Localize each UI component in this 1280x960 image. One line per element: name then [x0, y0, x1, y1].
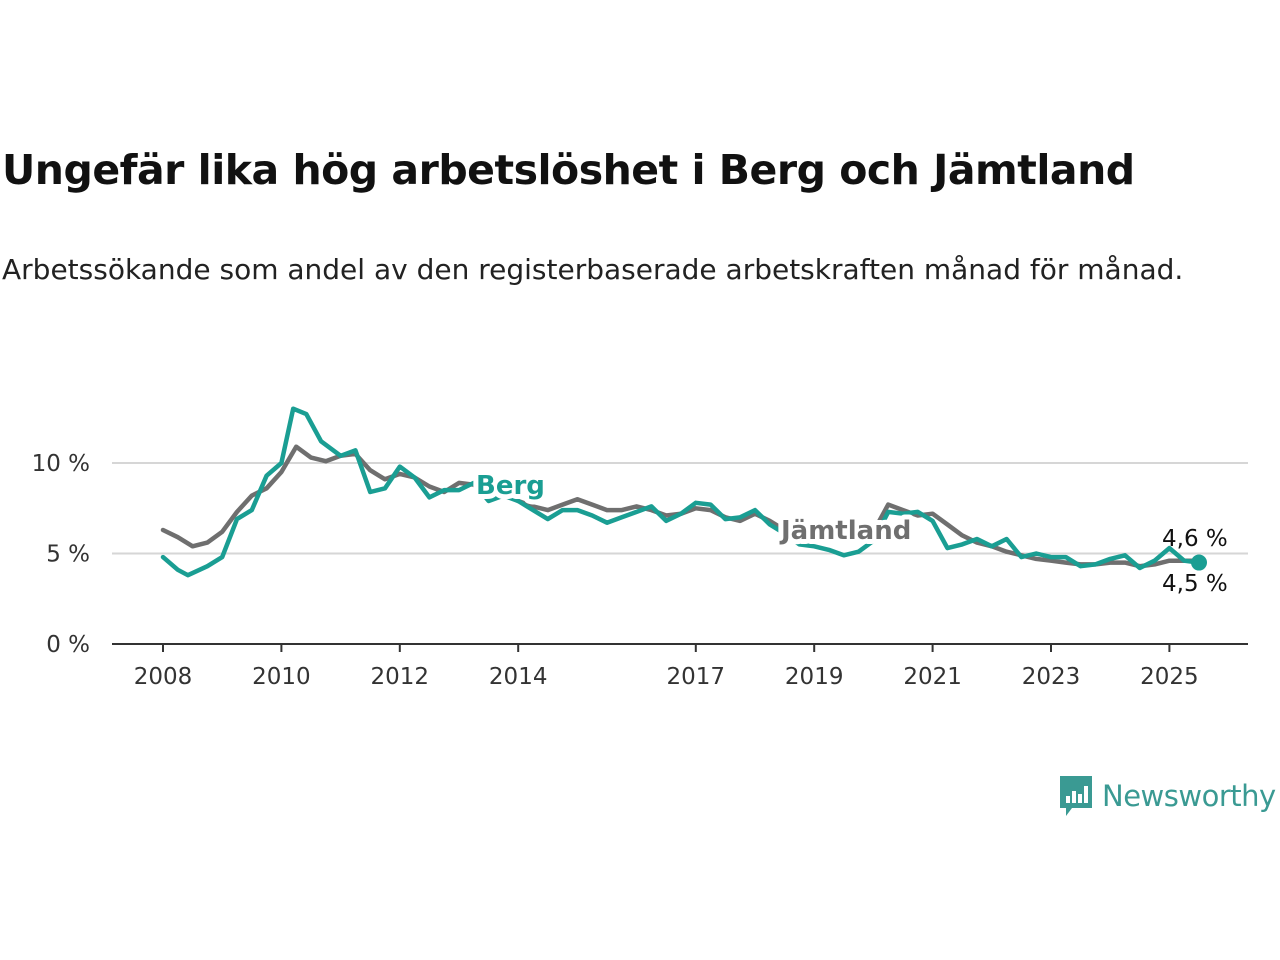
newsworthy-logo: Newsworthy	[1058, 774, 1276, 818]
chart-subtitle: Arbetssökande som andel av den registerb…	[2, 253, 1184, 286]
chart-title: Ungefär lika hög arbetslöshet i Berg och…	[2, 146, 1135, 194]
x-tick-label: 2008	[134, 664, 193, 690]
x-tick-label: 2023	[1022, 664, 1081, 690]
x-tick-label: 2019	[785, 664, 844, 690]
x-tick-label: 2025	[1140, 664, 1199, 690]
x-tick-label: 2012	[371, 664, 430, 690]
newsworthy-chart-bubble-icon	[1060, 776, 1092, 816]
y-tick-label: 10 %	[32, 451, 90, 477]
x-tick-label: 2017	[667, 664, 726, 690]
brand-name: Newsworthy	[1102, 779, 1276, 813]
end-label-berg: 4,5 %	[1162, 571, 1228, 597]
line-chart: 0 % 5 % 10 % 2008 2010 2012 2014 2017 2019 2021 20…	[32, 406, 1248, 690]
series-label-jamtland: Jämtland	[779, 516, 911, 546]
end-label-jamtland: 4,6 %	[1162, 526, 1228, 552]
x-tick-label: 2021	[903, 664, 962, 690]
series-line-berg	[160, 406, 1202, 578]
series-line-jamtland	[160, 444, 1202, 569]
y-tick-label: 0 %	[46, 632, 90, 658]
end-point-berg	[1191, 554, 1207, 571]
series-label-berg: Berg	[476, 471, 545, 501]
x-tick-label: 2010	[252, 664, 311, 690]
y-tick-label: 5 %	[46, 542, 90, 568]
x-tick-label: 2014	[489, 664, 548, 690]
